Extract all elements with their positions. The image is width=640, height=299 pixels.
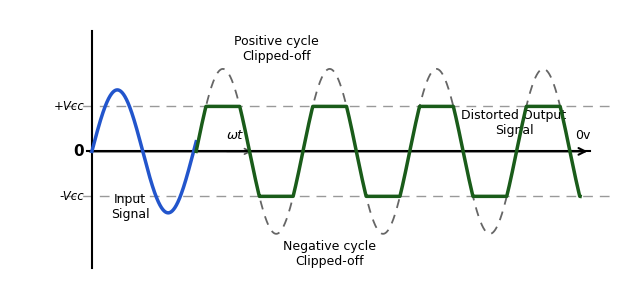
Text: Negative cycle
Clipped-off: Negative cycle Clipped-off	[283, 240, 376, 268]
Text: ωt: ωt	[227, 129, 243, 142]
Text: 0: 0	[74, 144, 84, 159]
Text: Positive cycle
Clipped-off: Positive cycle Clipped-off	[234, 35, 319, 63]
Text: -Vcc: -Vcc	[60, 190, 84, 203]
Text: Distorted Output
Signal: Distorted Output Signal	[461, 109, 566, 137]
Text: 0v: 0v	[575, 129, 591, 142]
Text: Input
Signal: Input Signal	[111, 193, 149, 221]
Text: +Vcc: +Vcc	[53, 100, 84, 113]
